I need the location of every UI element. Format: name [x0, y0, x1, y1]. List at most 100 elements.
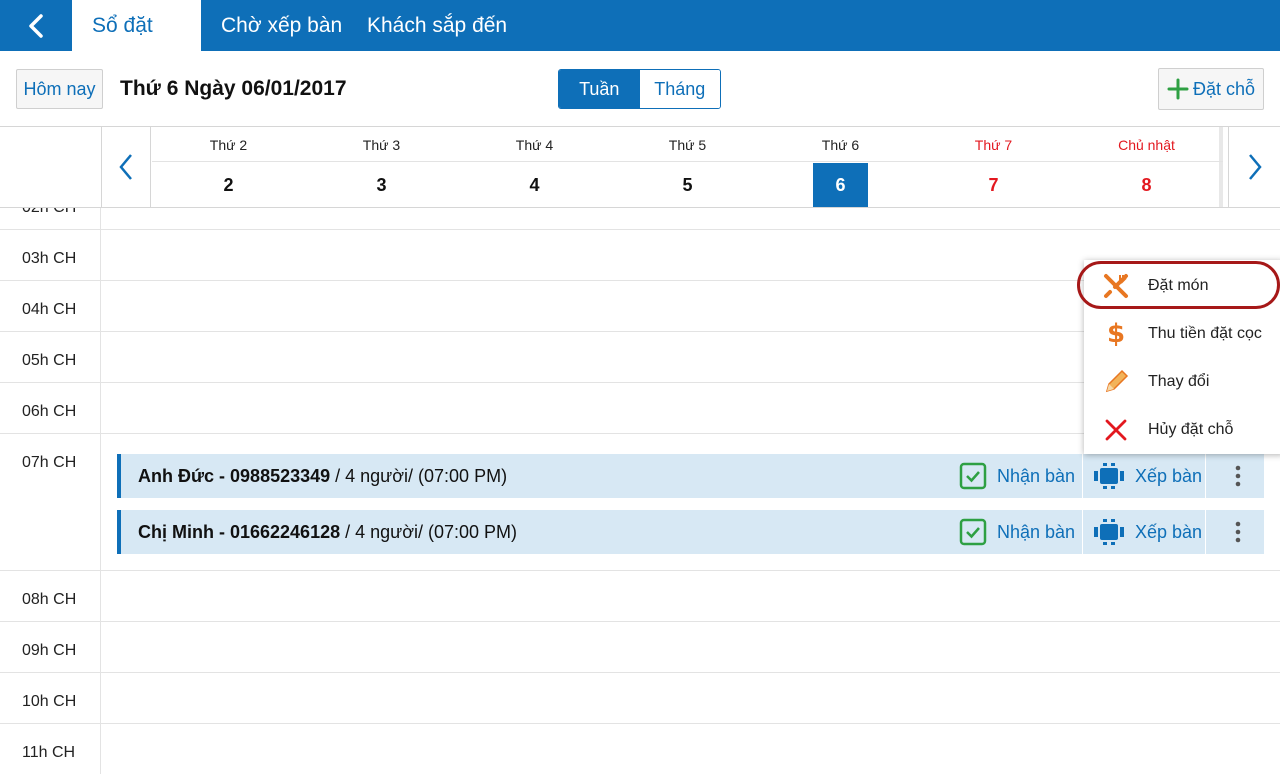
hour-row[interactable]: 11h CH — [0, 724, 1280, 774]
day-name: Thứ 6 — [764, 127, 917, 162]
arrange-table-button[interactable]: Xếp bàn — [1093, 510, 1202, 554]
hour-label: 04h CH — [22, 301, 77, 318]
add-reservation-label: Đặt chỗ — [1192, 78, 1256, 99]
hour-label: 09h CH — [22, 642, 77, 659]
booking-detail: / 4 người/ (07:00 PM) — [330, 466, 508, 486]
menu-item-edit[interactable]: Thay đổi — [1084, 358, 1280, 406]
booking-context-menu: Đặt món $ Thu tiền đặt cọc Thay đổi Hủy … — [1084, 260, 1280, 454]
week-strip: Thứ 2 2 Thứ 3 3 Thứ 4 4 Thứ 5 5 Thứ 6 6 … — [0, 127, 1280, 208]
day-name: Chủ nhật — [1070, 127, 1223, 162]
back-button[interactable] — [0, 0, 72, 51]
dollar-icon: $ — [1106, 319, 1126, 349]
day-name: Thứ 2 — [152, 127, 305, 162]
booking-detail: / 4 người/ (07:00 PM) — [340, 522, 518, 542]
top-nav-bar: Sổ đặt chỗ Chờ xếp bàn Khách sắp đến — [0, 0, 1280, 88]
action-divider — [1082, 454, 1083, 498]
grid-divider — [100, 208, 101, 774]
day-name: Thứ 4 — [458, 127, 611, 162]
day-date[interactable]: 7 — [917, 163, 1070, 207]
chevron-left-icon — [119, 154, 132, 180]
tab-waiting-table[interactable]: Chờ xếp bàn — [221, 14, 343, 37]
hour-label: 10h CH — [22, 693, 77, 710]
menu-item-label: Thay đổi — [1148, 373, 1210, 390]
hour-label: 11h CH — [22, 744, 76, 761]
hour-label: 07h CH — [22, 454, 77, 471]
today-button[interactable]: Hôm nay — [16, 69, 103, 109]
more-options-button[interactable] — [1209, 510, 1267, 554]
hour-row[interactable]: 09h CH — [0, 622, 1280, 673]
menu-item-label: Đặt món — [1148, 277, 1209, 294]
days-container: Thứ 2 2 Thứ 3 3 Thứ 4 4 Thứ 5 5 Thứ 6 6 … — [152, 127, 1223, 207]
day-number: 2 — [223, 174, 234, 195]
add-reservation-button[interactable]: Đặt chỗ — [1158, 68, 1264, 110]
plus-icon — [1167, 78, 1189, 100]
accept-table-button[interactable]: Nhận bàn — [959, 510, 1075, 554]
hour-row[interactable]: 06h CH — [0, 383, 1280, 434]
prev-week-button[interactable] — [101, 127, 151, 207]
day-monday: Thứ 2 2 — [152, 127, 305, 207]
day-tuesday: Thứ 3 3 — [305, 127, 458, 207]
action-divider — [1205, 510, 1206, 554]
hour-row[interactable]: 04h CH — [0, 281, 1280, 332]
booking-name: Anh Đức - 0988523349 — [138, 466, 331, 486]
checkbox-check-icon — [959, 462, 987, 490]
action-divider — [1205, 454, 1206, 498]
table-icon — [1094, 463, 1124, 489]
time-grid: 02h CH 03h CH 04h CH 05h CH 06h CH 07h C… — [0, 208, 1280, 774]
day-thursday: Thứ 5 5 — [611, 127, 764, 207]
fork-knife-icon — [1084, 272, 1148, 300]
menu-item-cancel-reservation[interactable]: Hủy đặt chỗ — [1084, 406, 1280, 454]
hour-row[interactable]: 08h CH — [0, 571, 1280, 622]
day-date[interactable]: 4 — [458, 163, 611, 207]
menu-item-label: Thu tiền đặt cọc — [1148, 325, 1262, 342]
day-name: Thứ 3 — [305, 127, 458, 162]
day-friday: Thứ 6 6 — [764, 127, 917, 207]
date-title: Thứ 6 Ngày 06/01/2017 — [120, 77, 347, 100]
hour-label: 03h CH — [22, 250, 77, 267]
day-number: 7 — [988, 174, 999, 195]
day-sunday: Chủ nhật 8 — [1070, 127, 1223, 207]
booking-info: Anh Đức - 0988523349 / 4 người/ (07:00 P… — [138, 454, 507, 498]
next-week-button[interactable] — [1228, 127, 1280, 207]
day-date[interactable]: 8 — [1070, 163, 1223, 207]
menu-item-order-food[interactable]: Đặt món — [1084, 262, 1280, 310]
close-icon — [1084, 418, 1148, 442]
arrange-table-label: Xếp bàn — [1135, 521, 1203, 542]
menu-item-collect-deposit[interactable]: $ Thu tiền đặt cọc — [1084, 310, 1280, 358]
day-wednesday: Thứ 4 4 — [458, 127, 611, 207]
hour-row[interactable]: 10h CH — [0, 673, 1280, 724]
hour-label: 08h CH — [22, 591, 77, 608]
booking-name: Chị Minh - 01662246128 — [138, 522, 341, 542]
tab-upcoming-guests[interactable]: Khách sắp đến — [367, 14, 508, 37]
accept-table-label: Nhận bàn — [997, 521, 1076, 542]
accept-table-label: Nhận bàn — [997, 465, 1076, 486]
hour-label: 06h CH — [22, 403, 77, 420]
arrange-table-label: Xếp bàn — [1135, 465, 1203, 486]
hour-row[interactable]: 05h CH — [0, 332, 1280, 383]
action-divider — [1082, 510, 1083, 554]
chevron-right-icon — [1248, 154, 1262, 180]
hour-row[interactable]: 02h CH — [0, 208, 1280, 230]
day-number: 4 — [529, 174, 540, 195]
day-date[interactable]: 3 — [305, 163, 458, 207]
more-options-button[interactable] — [1209, 454, 1267, 498]
day-date[interactable]: 5 — [611, 163, 764, 207]
hour-row[interactable]: 07h CH Anh Đức - 0988523349 / 4 người/ (… — [0, 434, 1280, 571]
hour-label: 05h CH — [22, 352, 77, 369]
tab-reservation-book[interactable]: Sổ đặt chỗ — [72, 0, 201, 88]
day-date[interactable]: 2 — [152, 163, 305, 207]
booking-item[interactable]: Anh Đức - 0988523349 / 4 người/ (07:00 P… — [117, 454, 1264, 498]
hour-row[interactable]: 03h CH — [0, 230, 1280, 281]
day-date-selected[interactable]: 6 — [764, 163, 917, 207]
day-name: Thứ 5 — [611, 127, 764, 162]
checkbox-check-icon — [959, 518, 987, 546]
day-name: Thứ 7 — [917, 127, 1070, 162]
booking-item[interactable]: Chị Minh - 01662246128 / 4 người/ (07:00… — [117, 510, 1264, 554]
day-number: 3 — [376, 174, 387, 195]
accept-table-button[interactable]: Nhận bàn — [959, 454, 1075, 498]
arrange-table-button[interactable]: Xếp bàn — [1093, 454, 1202, 498]
table-icon — [1094, 519, 1124, 545]
week-view-button[interactable]: Tuần — [559, 70, 640, 108]
day-number: 6 — [813, 163, 868, 207]
month-view-button[interactable]: Tháng — [639, 70, 720, 108]
